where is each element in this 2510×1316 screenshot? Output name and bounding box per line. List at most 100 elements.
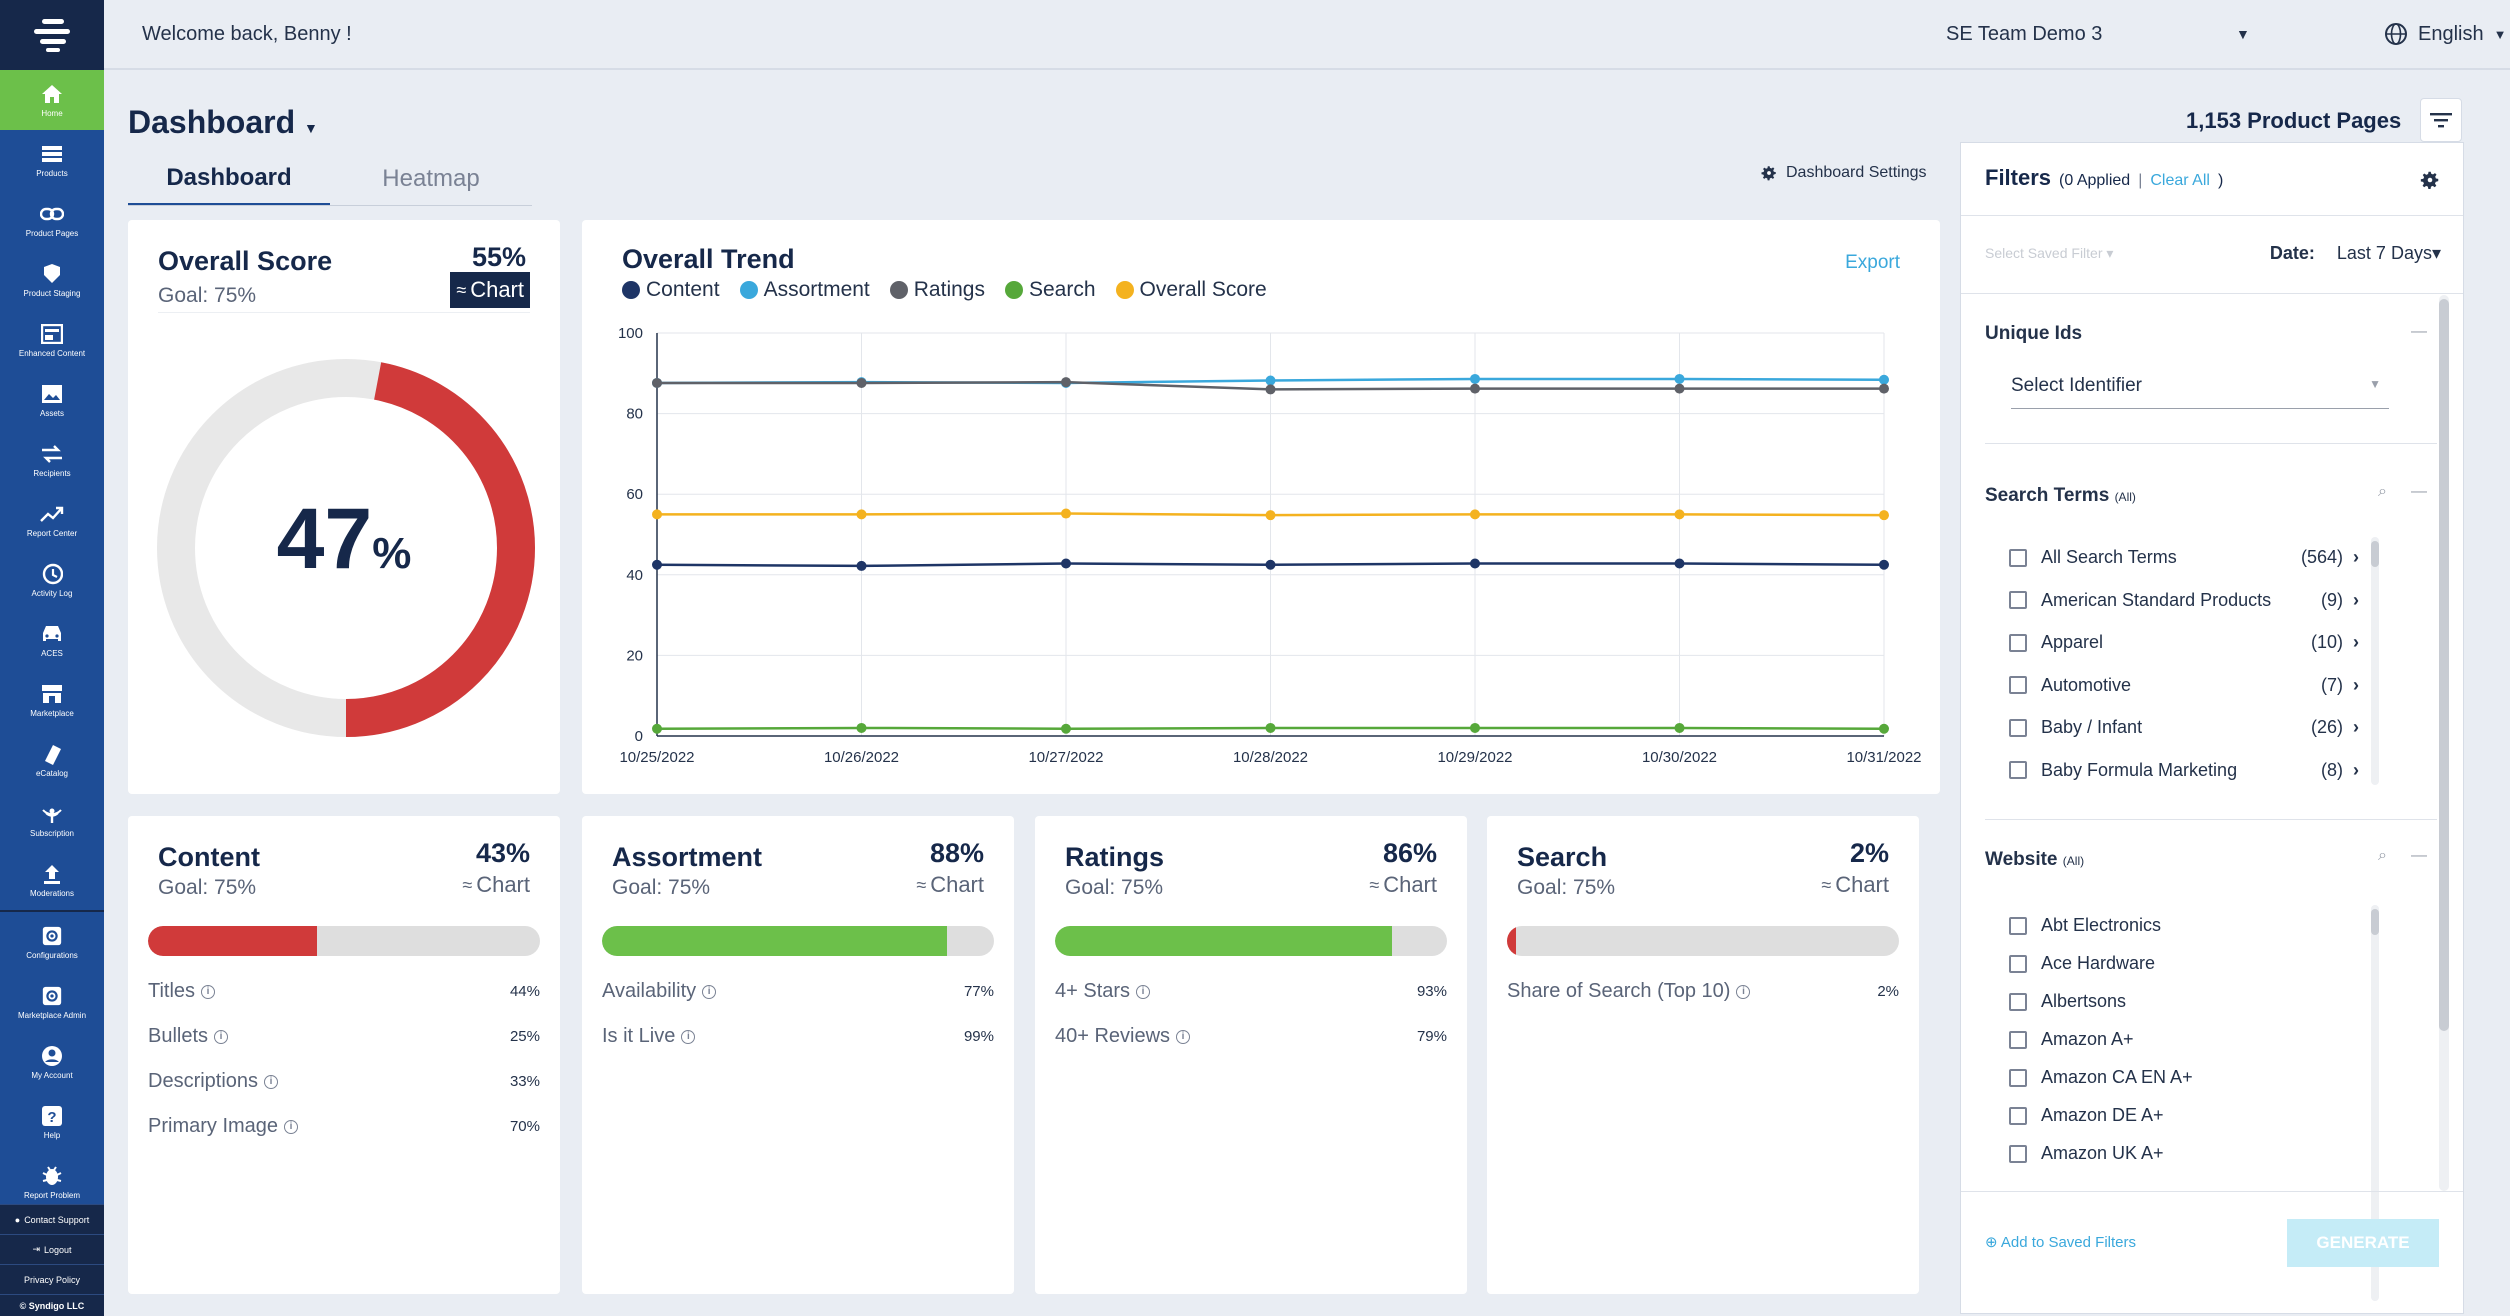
legend-item[interactable]: Ratings [889, 278, 985, 302]
sidebar-item-enhanced-content[interactable]: Enhanced Content [0, 310, 104, 370]
website-option[interactable]: Albertsons [2009, 991, 2359, 1012]
sidebar-item-product-pages[interactable]: Product Pages [0, 190, 104, 250]
checkbox[interactable] [2009, 761, 2027, 779]
legend-item[interactable]: Assortment [739, 278, 870, 302]
info-icon[interactable]: i [284, 1119, 299, 1134]
panel-scrollbar-thumb[interactable] [2439, 299, 2449, 1031]
info-icon[interactable]: i [264, 1074, 279, 1089]
sidebar-item-ecatalog[interactable]: eCatalog [0, 730, 104, 790]
sidebar-item-aces[interactable]: ACES [0, 610, 104, 670]
sidebar-item-products[interactable]: Products [0, 130, 104, 190]
collapse-icon[interactable]: — [2411, 847, 2427, 864]
checkbox[interactable] [2009, 992, 2027, 1011]
checkbox[interactable] [2009, 1068, 2027, 1087]
contact-support-link[interactable]: ● Contact Support [0, 1204, 104, 1234]
website-option[interactable]: Ace Hardware [2009, 953, 2359, 974]
sidebar-item-help[interactable]: ? Help [0, 1092, 104, 1152]
chart-link[interactable]: ≈ Chart [916, 872, 984, 897]
info-icon[interactable]: i [681, 1029, 696, 1044]
info-icon[interactable]: i [1136, 984, 1151, 999]
collapse-icon[interactable]: — [2411, 483, 2427, 500]
tab-heatmap[interactable]: Heatmap [382, 165, 480, 192]
gear-icon[interactable] [2419, 169, 2441, 191]
search-term-option[interactable]: Apparel (10) › [2009, 632, 2359, 653]
search-term-option[interactable]: All Search Terms (564) › [2009, 547, 2359, 568]
filter-toggle-button[interactable] [2420, 98, 2462, 142]
search-icon[interactable]: ⌕ [2378, 847, 2387, 864]
sidebar-item-report-problem[interactable]: Report Problem [0, 1152, 104, 1212]
search-icon[interactable]: ⌕ [2378, 483, 2387, 500]
chevron-right-icon[interactable]: › [2353, 674, 2359, 695]
checkbox[interactable] [2009, 1144, 2027, 1163]
checkbox[interactable] [2009, 1106, 2027, 1125]
chart-link[interactable]: ≈ Chart [1821, 872, 1889, 897]
sidebar-item-marketplace[interactable]: Marketplace [0, 670, 104, 730]
website-option[interactable]: Amazon DE A+ [2009, 1105, 2359, 1126]
search-term-option[interactable]: Baby / Infant (26) › [2009, 717, 2359, 738]
legend-item[interactable]: Search [1004, 278, 1096, 302]
checkbox[interactable] [2009, 718, 2027, 737]
generate-button[interactable]: GENERATE [2287, 1219, 2439, 1267]
logout-link[interactable]: ⇥ Logout [0, 1234, 104, 1264]
website-option[interactable]: Abt Electronics [2009, 915, 2359, 936]
search-term-option[interactable]: Automotive (7) › [2009, 675, 2359, 696]
checkbox[interactable] [2009, 916, 2027, 935]
info-icon[interactable]: i [214, 1029, 229, 1044]
search-terms-scrollbar-thumb[interactable] [2371, 541, 2379, 567]
checkbox[interactable] [2009, 1030, 2027, 1049]
sidebar-item-home[interactable]: Home [0, 70, 104, 130]
dashboard-settings-button[interactable]: Dashboard Settings [1760, 164, 1927, 182]
chart-toggle-button[interactable]: ≈ Chart [450, 272, 530, 308]
sidebar-item-subscription[interactable]: Subscription [0, 790, 104, 850]
legend-item[interactable]: Content [622, 278, 720, 302]
add-to-saved-filters-link[interactable]: ⊕ Add to Saved Filters [1985, 1234, 2136, 1251]
sidebar-item-my-account[interactable]: My Account [0, 1032, 104, 1092]
info-icon[interactable]: i [201, 984, 216, 999]
website-scrollbar[interactable] [2371, 905, 2379, 1301]
chevron-right-icon[interactable]: › [2353, 547, 2359, 567]
chart-link[interactable]: ≈ Chart [1369, 872, 1437, 897]
website-option[interactable]: Amazon CA EN A+ [2009, 1067, 2359, 1088]
website-option[interactable]: Amazon A+ [2009, 1029, 2359, 1050]
sidebar-item-recipients[interactable]: Recipients [0, 430, 104, 490]
checkbox[interactable] [2009, 633, 2027, 652]
chart-link[interactable]: ≈ Chart [462, 872, 530, 897]
search-term-option[interactable]: American Standard Products (9) › [2009, 590, 2359, 611]
checkbox[interactable] [2009, 591, 2027, 609]
date-range-selector[interactable]: Date: Last 7 Days▾ [2269, 243, 2441, 263]
collapse-icon[interactable]: — [2411, 323, 2427, 340]
search-terms-scrollbar[interactable] [2371, 537, 2379, 785]
search-term-option[interactable]: Baby Formula Marketing (8) › [2009, 760, 2359, 781]
website-option[interactable]: Amazon UK A+ [2009, 1143, 2359, 1164]
app-logo[interactable] [0, 0, 104, 70]
chevron-right-icon[interactable]: › [2353, 717, 2359, 737]
website-scrollbar-thumb[interactable] [2371, 909, 2379, 935]
language-selector[interactable]: English ▼ [2384, 22, 2506, 46]
sidebar-item-moderations[interactable]: Moderations [0, 850, 104, 910]
tab-dashboard[interactable]: Dashboard [128, 152, 330, 206]
sidebar-item-product-staging[interactable]: Product Staging [0, 250, 104, 310]
chevron-right-icon[interactable]: › [2353, 759, 2359, 780]
checkbox[interactable] [2009, 676, 2027, 694]
page-title[interactable]: Dashboard ▼ [128, 104, 318, 140]
info-icon[interactable]: i [1736, 984, 1751, 999]
info-icon[interactable]: i [702, 984, 717, 999]
info-icon[interactable]: i [1176, 1029, 1191, 1044]
sidebar-item-report-center[interactable]: Report Center [0, 490, 104, 550]
sidebar-item-configurations[interactable]: Configurations [0, 912, 104, 972]
sidebar-item-marketplace-admin[interactable]: Marketplace Admin [0, 972, 104, 1032]
checkbox[interactable] [2009, 954, 2027, 973]
checkbox[interactable] [2009, 548, 2027, 567]
legend-item[interactable]: Overall Score [1115, 278, 1267, 302]
export-link[interactable]: Export [1845, 252, 1900, 273]
chevron-right-icon[interactable]: › [2353, 632, 2359, 652]
identifier-select[interactable]: Select Identifier ▼ [2011, 375, 2389, 409]
chevron-right-icon[interactable]: › [2353, 589, 2359, 610]
sidebar-item-activity-log[interactable]: Activity Log [0, 550, 104, 610]
saved-filter-select[interactable]: Select Saved Filter ▾ [1985, 245, 2114, 261]
clear-all-link[interactable]: Clear All [2150, 172, 2210, 189]
chevron-down-icon[interactable]: ▼ [2236, 26, 2250, 42]
sidebar-item-assets[interactable]: Assets [0, 370, 104, 430]
team-selector[interactable]: SE Team Demo 3 [1946, 22, 2103, 45]
privacy-policy-link[interactable]: Privacy Policy [0, 1264, 104, 1294]
